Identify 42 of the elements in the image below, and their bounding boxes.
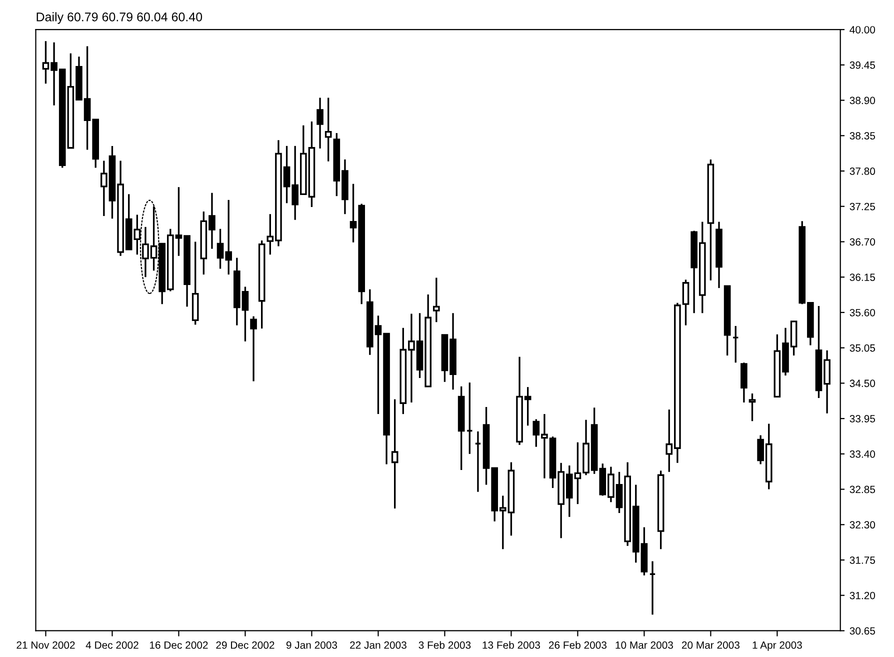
y-tick-label: 37.80 bbox=[850, 168, 876, 175]
y-tick-label: 36.15 bbox=[850, 274, 876, 281]
y-tick-label: 31.20 bbox=[850, 592, 876, 600]
y-tick-label: 30.65 bbox=[850, 627, 876, 635]
y-tick-label: 33.95 bbox=[850, 415, 876, 422]
y-tick-label: 38.35 bbox=[850, 132, 876, 140]
y-tick-label: 35.05 bbox=[850, 344, 876, 352]
y-tick-label: 36.70 bbox=[850, 238, 876, 246]
x-tick-label: 29 Dec 2002 bbox=[216, 641, 274, 649]
y-tick-label: 33.40 bbox=[850, 450, 876, 458]
y-tick-label: 37.25 bbox=[850, 202, 876, 210]
y-tick-label: 35.60 bbox=[850, 308, 876, 316]
x-tick-label: 16 Dec 2002 bbox=[150, 641, 208, 649]
candlestick bbox=[391, 398, 398, 510]
x-tick-label: 21 Nov 2002 bbox=[16, 641, 75, 649]
x-tick-label: 26 Feb 2003 bbox=[548, 641, 606, 649]
x-tick-label: 4 Dec 2002 bbox=[86, 641, 138, 649]
x-tick-label: 9 Jan 2003 bbox=[286, 641, 338, 649]
x-tick-label: 10 Mar 2003 bbox=[616, 641, 673, 649]
candlestick bbox=[466, 382, 474, 455]
x-tick-label: 1 Apr 2003 bbox=[752, 641, 802, 651]
candlestick bbox=[740, 362, 748, 404]
candlestick bbox=[316, 96, 324, 150]
candlestick bbox=[250, 315, 257, 382]
candlestick bbox=[474, 430, 482, 493]
y-tick-label: 40.00 bbox=[850, 26, 876, 34]
x-tick-label: 20 Mar 2003 bbox=[682, 641, 740, 649]
candlestick bbox=[649, 560, 656, 616]
candlestick bbox=[432, 276, 440, 323]
y-tick-label: 39.45 bbox=[850, 61, 876, 69]
candlestick bbox=[732, 325, 740, 364]
candlestick bbox=[324, 96, 332, 162]
candlestick bbox=[748, 392, 756, 422]
chart-title: Daily 60.79 60.79 60.04 60.40 bbox=[36, 12, 202, 24]
y-tick-label: 31.75 bbox=[850, 556, 876, 564]
y-tick-label: 38.90 bbox=[850, 96, 876, 104]
x-tick-label: 3 Feb 2003 bbox=[418, 641, 471, 649]
x-tick-label: 13 Feb 2003 bbox=[482, 641, 540, 649]
y-tick-label: 32.85 bbox=[850, 486, 876, 494]
y-tick-label: 32.30 bbox=[850, 521, 876, 529]
x-tick-label: 22 Jan 2003 bbox=[350, 641, 406, 649]
y-tick-label: 34.50 bbox=[850, 380, 876, 388]
